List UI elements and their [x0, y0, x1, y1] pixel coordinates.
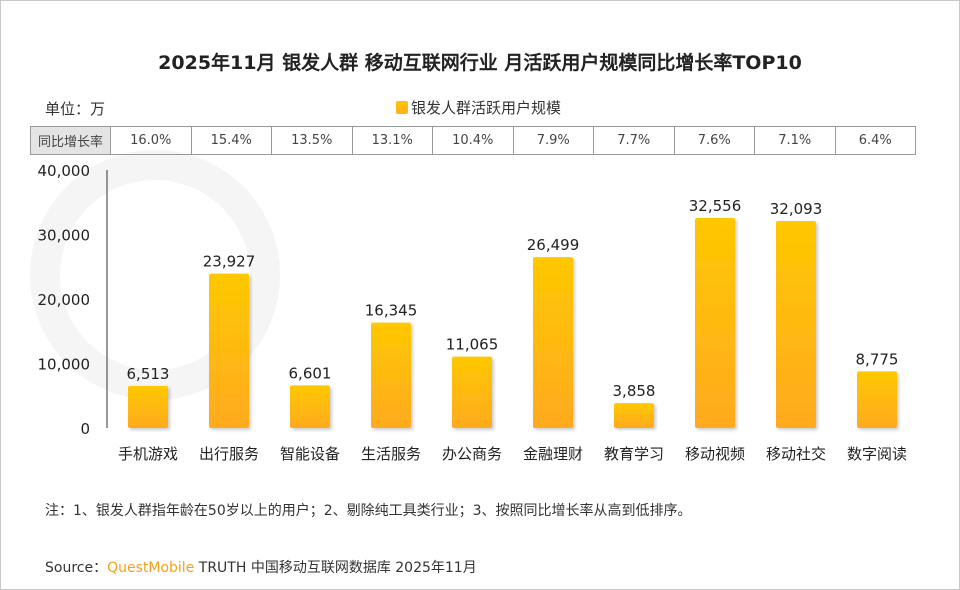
- data-label: 6,513: [127, 365, 170, 383]
- legend-label: 银发人群活跃用户规模: [411, 99, 562, 117]
- rate-cell: 7.9%: [512, 126, 594, 155]
- rate-cell: 13.1%: [351, 126, 433, 155]
- data-label: 3,858: [613, 382, 656, 400]
- rate-cell: 7.7%: [593, 126, 675, 155]
- source-rest: TRUTH 中国移动互联网数据库 2025年11月: [194, 560, 477, 576]
- rate-cell: 10.4%: [432, 126, 514, 155]
- bar: [209, 273, 249, 428]
- bar: [371, 322, 411, 428]
- x-tick-label: 手机游戏: [118, 445, 178, 463]
- bar: [776, 221, 816, 428]
- rate-cell: 16.0%: [110, 126, 192, 155]
- x-tick-label: 办公商务: [442, 445, 502, 463]
- data-label: 8,775: [856, 350, 899, 368]
- source-brand: QuestMobile: [107, 560, 195, 576]
- footnote: 注：1、银发人群指年龄在50岁以上的用户；2、剔除纯工具类行业；3、按照同比增长…: [45, 503, 692, 519]
- growth-rate-table: 同比增长率 16.0% 15.4% 13.5% 13.1% 10.4% 7.9% 7.7% 7.…: [30, 126, 916, 155]
- y-tick-label: 40,000: [38, 162, 91, 180]
- y-tick-label: 20,000: [38, 291, 91, 309]
- data-label: 16,345: [365, 302, 418, 320]
- x-tick-label: 教育学习: [604, 445, 664, 463]
- bar: [452, 356, 492, 428]
- data-label: 32,556: [689, 197, 742, 215]
- x-tick-label: 智能设备: [280, 445, 340, 463]
- source: Source：QuestMobile TRUTH 中国移动互联网数据库 2025…: [45, 557, 477, 577]
- unit-label: 单位：万: [45, 100, 106, 118]
- chart-title: 2025年11月 银发人群 移动互联网行业 月活跃用户规模同比增长率TOP10: [158, 52, 802, 74]
- x-tick-label: 金融理财: [523, 445, 583, 463]
- rate-cell: 13.5%: [271, 126, 353, 155]
- rate-cell: 6.4%: [834, 126, 916, 155]
- data-label: 11,065: [446, 336, 499, 354]
- x-tick-label: 移动视频: [685, 445, 745, 463]
- x-tick-label: 数字阅读: [847, 445, 907, 463]
- bar: [290, 385, 330, 428]
- data-label: 23,927: [203, 253, 256, 271]
- bar: [857, 371, 897, 428]
- y-tick-label: 0: [80, 420, 90, 438]
- legend: 银发人群活跃用户规模: [396, 97, 561, 118]
- x-tick-label: 移动社交: [766, 445, 826, 463]
- rate-cell: 15.4%: [190, 126, 272, 155]
- rate-cell: 7.1%: [754, 126, 836, 155]
- source-prefix: Source：: [45, 560, 108, 576]
- x-tick-label: 出行服务: [199, 445, 259, 463]
- data-label: 32,093: [770, 200, 823, 218]
- y-tick-label: 30,000: [38, 227, 91, 245]
- legend-swatch: [396, 101, 408, 114]
- rate-header: 同比增长率: [30, 126, 111, 155]
- data-label: 6,601: [289, 364, 332, 382]
- bar: [128, 385, 168, 428]
- bar: [614, 403, 654, 428]
- bar: [695, 218, 735, 428]
- rate-cell: 7.6%: [673, 126, 755, 155]
- bar: [533, 257, 573, 428]
- data-label: 26,499: [527, 236, 580, 254]
- y-tick-label: 10,000: [38, 356, 91, 374]
- x-tick-label: 生活服务: [361, 445, 421, 463]
